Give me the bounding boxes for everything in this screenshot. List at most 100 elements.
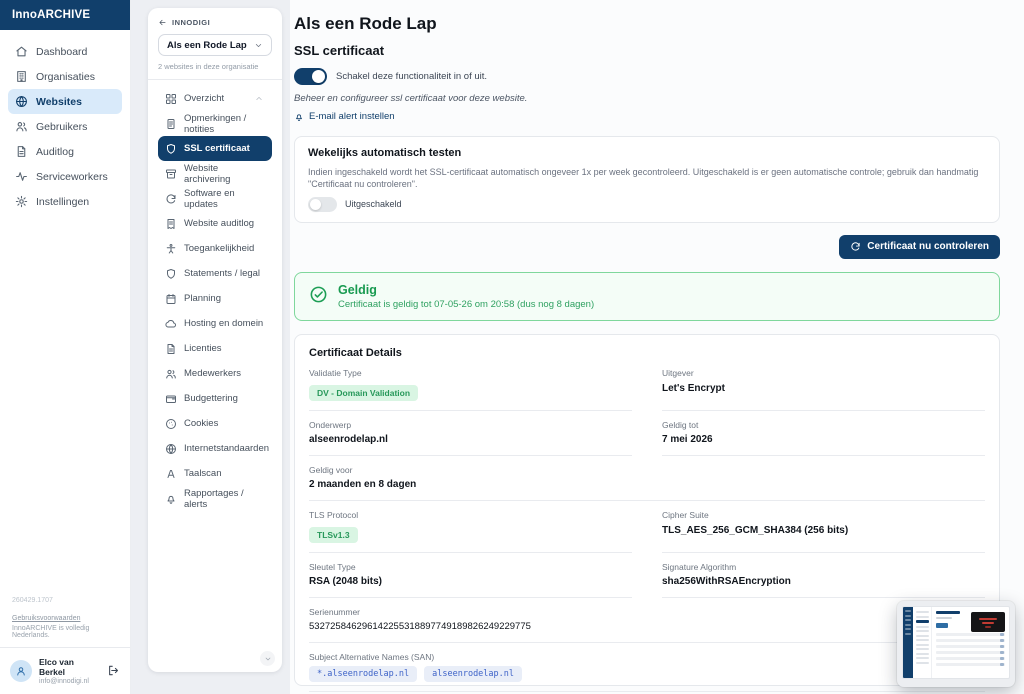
- shield-icon: [165, 143, 177, 155]
- archive-icon: [165, 168, 177, 180]
- users-icon: [15, 120, 28, 133]
- pip-preview-window[interactable]: [897, 601, 1015, 687]
- field-onderwerp: Onderwerp alseenrodelap.nl: [309, 420, 632, 457]
- san-badge[interactable]: *.alseenrodelap.nl: [309, 666, 418, 683]
- menu-item-website-auditlog[interactable]: Website auditlog: [158, 211, 272, 236]
- menu-item-opmerkingen-notities[interactable]: Opmerkingen / notities: [158, 111, 272, 136]
- menu-item-ssl-certificaat[interactable]: SSL certificaat: [158, 136, 272, 161]
- menu-item-licenties[interactable]: Licenties: [158, 336, 272, 361]
- refresh-icon: [165, 193, 177, 205]
- san-badge[interactable]: alseenrodelap.nl: [424, 666, 523, 683]
- page-title: Als een Rode Lap: [294, 14, 437, 33]
- feature-enable-toggle[interactable]: [294, 68, 327, 86]
- certificate-status-banner: Geldig Certificaat is geldig tot 07-05-2…: [294, 271, 1000, 322]
- website-menu: Overzicht Opmerkingen / notities SSL certi…: [158, 80, 272, 511]
- pip-screenshot: [902, 606, 1010, 679]
- menu-item-label: SSL certificaat: [184, 143, 250, 154]
- pip-mini-content: [932, 607, 1009, 678]
- terms-link[interactable]: Gebruiksvoorwaarden: [12, 614, 81, 622]
- website-sidebar: INNODIGI Als een Rode Lap 2 websites in …: [148, 8, 282, 672]
- shield-icon: [165, 268, 177, 280]
- field-value: sha256WithRSAEncryption: [662, 576, 791, 588]
- person-icon: [15, 665, 27, 677]
- menu-item-medewerkers[interactable]: Medewerkers: [158, 361, 272, 386]
- bell-icon: [165, 493, 177, 505]
- menu-item-hosting-en-domein[interactable]: Hosting en domein: [158, 311, 272, 336]
- user-name: Elco van Berkel: [39, 656, 74, 678]
- menu-item-label: Cookies: [184, 418, 219, 429]
- sidebar-item-organisaties[interactable]: Organisaties: [8, 64, 122, 89]
- validation-type-badge: DV - Domain Validation: [309, 384, 419, 401]
- check-circle-icon: [309, 285, 328, 304]
- menu-item-label: Medewerkers: [184, 368, 242, 379]
- avatar: [10, 659, 32, 682]
- pip-mini-menu: [913, 607, 932, 678]
- field-label: Sleutel Type: [309, 561, 356, 572]
- email-alert-link[interactable]: E-mail alert instellen: [294, 111, 395, 122]
- field-serienummer: Serienummer 5327258462961422553188977491…: [309, 607, 985, 643]
- receipt-icon: [165, 218, 177, 230]
- field-value: 7 mei 2026: [662, 434, 713, 446]
- menu-item-rapportages-alerts[interactable]: Rapportages / alerts: [158, 486, 272, 511]
- sidebar-item-websites[interactable]: Websites: [8, 89, 122, 114]
- field-cipher-suite: Cipher Suite TLS_AES_256_GCM_SHA384 (256…: [662, 510, 985, 553]
- menu-item-website-archivering[interactable]: Website archivering: [158, 161, 272, 186]
- field-label: Cipher Suite: [662, 510, 709, 521]
- menu-item-label: Statements / legal: [184, 268, 261, 279]
- field-geldig-tot: Geldig tot 7 mei 2026: [662, 420, 985, 457]
- website-selector[interactable]: Als een Rode Lap: [158, 34, 272, 56]
- app-logo: InnoARCHIVE: [0, 0, 130, 30]
- field-validatie-type: Validatie Type DV - Domain Validation: [309, 368, 632, 411]
- menu-item-label: Internetstandaarden: [184, 443, 270, 454]
- sidebar-item-dashboard[interactable]: Dashboard: [8, 39, 122, 64]
- section-description: Beheer en configureer ssl certificaat vo…: [294, 93, 528, 105]
- sidebar-item-label: Instellingen: [36, 195, 90, 208]
- field-value: TLS_AES_256_GCM_SHA384 (256 bits): [662, 524, 849, 536]
- primary-nav: Dashboard Organisaties Websites Gebruikers A…: [0, 30, 130, 214]
- calendar-icon: [165, 293, 177, 305]
- pip-mini-button: [936, 623, 948, 628]
- menu-item-software-en-updates[interactable]: Software en updates: [158, 186, 272, 211]
- menu-item-label: Rapportages / alerts: [184, 487, 244, 510]
- globe-icon: [15, 95, 28, 108]
- chevron-up-icon[interactable]: [253, 94, 265, 103]
- menu-item-toegankelijkheid[interactable]: Toegankelijkheid: [158, 236, 272, 261]
- arrow-left-icon: [158, 18, 167, 27]
- field-signature-algorithm: Signature Algorithm sha256WithRSAEncrypt…: [662, 562, 985, 599]
- menu-item-planning[interactable]: Planning: [158, 286, 272, 311]
- field-label: Subject Alternative Names (SAN): [309, 651, 435, 662]
- logout-icon[interactable]: [107, 664, 120, 677]
- chevron-down-icon: [254, 41, 263, 50]
- menu-item-internetstandaarden[interactable]: Internetstandaarden: [158, 436, 272, 461]
- grid-icon: [165, 93, 177, 105]
- sidebar-item-serviceworkers[interactable]: Serviceworkers: [8, 164, 122, 189]
- back-to-org-link[interactable]: INNODIGI: [158, 18, 272, 27]
- menu-item-cookies[interactable]: Cookies: [158, 411, 272, 436]
- document-icon: [15, 145, 28, 158]
- field-label: Uitgever: [662, 368, 694, 379]
- menu-item-budgettering[interactable]: Budgettering: [158, 386, 272, 411]
- users-icon: [165, 368, 177, 380]
- globe-icon: [165, 443, 177, 455]
- sidebar-item-gebruikers[interactable]: Gebruikers: [8, 114, 122, 139]
- field-sleutel-type: Sleutel Type RSA (2048 bits): [309, 561, 632, 599]
- check-certificate-button[interactable]: Certificaat nu controleren: [839, 234, 1000, 259]
- section-title: SSL certificaat: [294, 42, 385, 58]
- menu-item-overzicht[interactable]: Overzicht: [158, 86, 272, 111]
- menu-item-label: Planning: [184, 293, 221, 304]
- weekly-test-toggle[interactable]: [308, 196, 337, 212]
- field-uitgever: Uitgever Let's Encrypt: [662, 368, 985, 411]
- note-icon: [165, 118, 177, 130]
- sidebar-item-auditlog[interactable]: Auditlog: [8, 139, 122, 164]
- field-san: Subject Alternative Names (SAN) *.alseen…: [309, 651, 985, 693]
- pip-mini-sidebar: [903, 607, 913, 678]
- feature-toggle-label: Schakel deze functionaliteit in of uit.: [336, 71, 488, 83]
- menu-item-taalscan[interactable]: Taalscan: [158, 461, 272, 486]
- wallet-icon: [165, 393, 177, 405]
- pulse-icon: [15, 170, 28, 183]
- sidebar-item-instellingen[interactable]: Instellingen: [8, 189, 122, 214]
- user-email: info@innodigi.nl: [39, 678, 89, 685]
- scroll-down-button[interactable]: [260, 651, 275, 666]
- menu-item-statements-legal[interactable]: Statements / legal: [158, 261, 272, 286]
- user-account[interactable]: Elco van Berkel info@innodigi.nl: [0, 646, 130, 694]
